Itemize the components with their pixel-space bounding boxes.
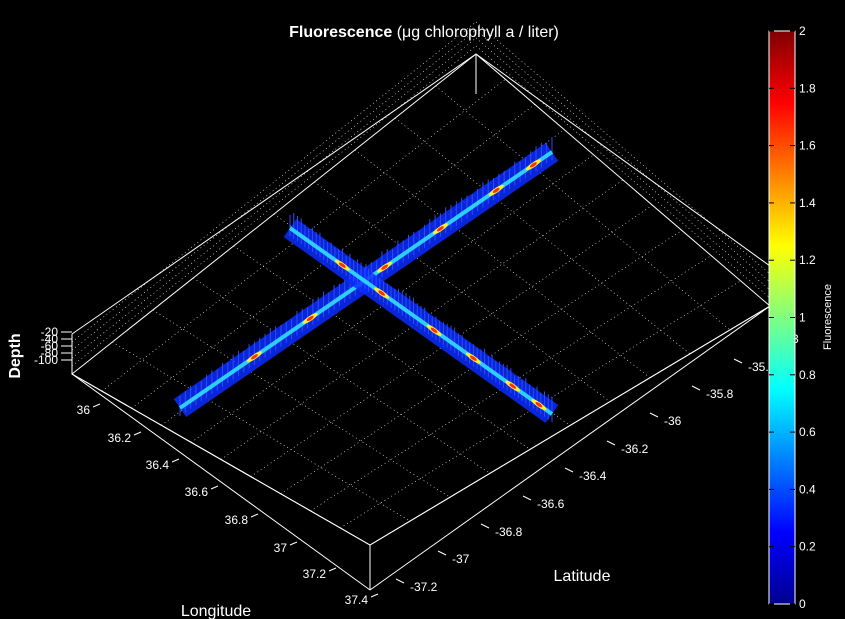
latitude-tick-mark bbox=[734, 359, 742, 363]
longitude-tick-label: 37.4 bbox=[345, 593, 369, 607]
floor-front-edge-lat bbox=[370, 306, 770, 545]
latitude-tick-mark bbox=[650, 413, 658, 417]
top-edge-left bbox=[72, 54, 476, 334]
chart-title-rest: (μg chlorophyll a / liter) bbox=[392, 24, 559, 41]
longitude-ticks: 36 36.2 36.4 36.6 36.8 37 37.2 37.4 bbox=[77, 403, 378, 607]
latitude-tick-mark bbox=[523, 496, 531, 500]
latitude-tick-label: -36.4 bbox=[579, 469, 607, 483]
latitude-tick-mark bbox=[396, 579, 404, 583]
colorbar: 0 0.2 0.4 0.6 0.8 1 1.2 1.4 1.6 1.8 2 Fluorescence bbox=[769, 24, 834, 611]
wall-grid-line bbox=[72, 30, 476, 350]
latitude-tick-label: -36.6 bbox=[537, 497, 565, 511]
colorbar-tick-label: 0.8 bbox=[799, 368, 816, 382]
colorbar-tick-label: 0.4 bbox=[799, 482, 816, 496]
colorbar-tick-label: 1.6 bbox=[799, 139, 816, 153]
latitude-ticks: -37.2-37-36.8-36.6-36.4-36.2-36-35.8-35.… bbox=[396, 331, 799, 594]
colorbar-tick-label: 1.4 bbox=[799, 196, 816, 210]
latitude-tick-label: -37 bbox=[452, 552, 470, 566]
longitude-tick-mark bbox=[329, 568, 336, 571]
longitude-tick-label: 36 bbox=[77, 403, 91, 417]
latitude-tick-label: -36.8 bbox=[495, 525, 523, 539]
chart-title: Fluorescence (μg chlorophyll a / liter) bbox=[289, 24, 559, 41]
colorbar-tick-label: 0 bbox=[799, 597, 806, 611]
longitude-tick-label: 36.6 bbox=[185, 485, 209, 499]
latitude-tick-label: -36 bbox=[664, 414, 682, 428]
colorbar-tick-label: 0.2 bbox=[799, 540, 816, 554]
wall-grid-line bbox=[476, 30, 770, 282]
floor-grid bbox=[102, 79, 741, 528]
chart-title-bold: Fluorescence bbox=[289, 24, 392, 41]
colorbar-tick-label: 1 bbox=[799, 311, 806, 325]
colorbar-tick-label: 1.2 bbox=[799, 253, 816, 267]
colorbar-label: Fluorescence bbox=[822, 284, 834, 350]
longitude-tick-label: 37.2 bbox=[303, 567, 327, 581]
wall-grid-line bbox=[476, 22, 770, 274]
latitude-tick-label: -36.2 bbox=[621, 442, 649, 456]
top-edge-right bbox=[476, 54, 770, 266]
wall-grid-line bbox=[72, 22, 476, 342]
latitude-tick-mark bbox=[481, 524, 489, 528]
longitude-tick-mark bbox=[371, 594, 378, 597]
latitude-tick-mark bbox=[692, 386, 700, 390]
longitude-tick-label: 36.4 bbox=[146, 458, 170, 472]
colorbar-tick-label: 2 bbox=[799, 24, 806, 38]
longitude-tick-mark bbox=[290, 542, 297, 545]
latitude-tick-mark bbox=[438, 551, 446, 555]
latitude-label: Latitude bbox=[554, 568, 611, 585]
latitude-tick-mark bbox=[565, 468, 573, 472]
depth-label: Depth bbox=[7, 333, 24, 378]
longitude-tick-mark bbox=[211, 486, 218, 489]
latitude-tick-mark bbox=[607, 441, 615, 445]
longitude-tick-label: 36.2 bbox=[108, 431, 132, 445]
colorbar-tick-label: 0.6 bbox=[799, 425, 816, 439]
depth-tick-label: -100 bbox=[34, 353, 58, 367]
longitude-tick-mark bbox=[134, 432, 141, 435]
floor-outline bbox=[72, 54, 770, 545]
longitude-tick-mark bbox=[93, 404, 100, 407]
colorbar-tick-label: 1.8 bbox=[799, 81, 816, 95]
longitude-label: Longitude bbox=[181, 603, 251, 619]
latitude-tick-label: -35.8 bbox=[706, 387, 734, 401]
transects bbox=[174, 137, 559, 423]
longitude-tick-mark bbox=[172, 459, 179, 462]
lower-edge-lat bbox=[370, 306, 770, 590]
longitude-tick-mark bbox=[251, 514, 258, 517]
lower-edge-lon bbox=[72, 374, 370, 590]
depth-ticks: -20-40-60-80-100 bbox=[34, 325, 72, 367]
longitude-tick-label: 36.8 bbox=[225, 513, 249, 527]
longitude-tick-label: 37 bbox=[274, 541, 288, 555]
latitude-tick-label: -37.2 bbox=[410, 580, 438, 594]
